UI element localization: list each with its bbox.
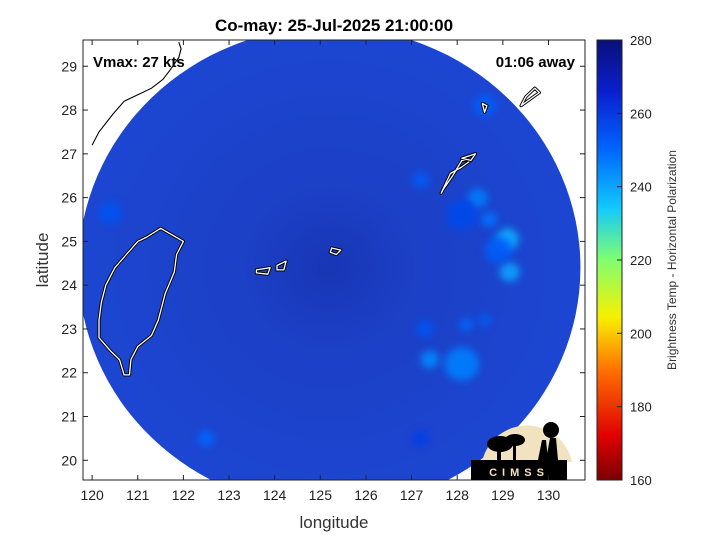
x-tick-label: 121 <box>126 487 150 503</box>
convection-cell <box>445 199 478 231</box>
x-tick-label: 130 <box>537 487 561 503</box>
x-tick-label: 129 <box>491 487 515 503</box>
chart-title: Co-may: 25-Jul-2025 21:00:00 <box>215 16 453 35</box>
convection-cell <box>444 347 480 381</box>
colorbar-tick-label: 160 <box>630 473 652 488</box>
island-coastline <box>481 102 488 113</box>
island-coastline <box>276 260 287 271</box>
convection-cell <box>412 430 429 447</box>
x-tick-label: 125 <box>309 487 333 503</box>
vmax-label: Vmax: 27 kts <box>93 54 185 71</box>
colorbar-tick-label: 180 <box>630 400 652 415</box>
coastlines <box>91 42 541 377</box>
colorbar-tick-label: 200 <box>630 326 652 341</box>
convection-cell <box>478 314 491 327</box>
cimss-logo-text: CIMSS <box>489 467 549 479</box>
y-tick-label: 26 <box>61 190 77 206</box>
convection-cell <box>480 211 498 228</box>
colorbar: 160 180 200 220 240 260 280 Brightness Temp - … <box>596 33 679 488</box>
cimss-logo: CIMSS <box>471 422 572 480</box>
colorbar-label: Brightness Temp - Horizontal Polarizatio… <box>665 150 679 370</box>
x-tick-label: 122 <box>172 487 196 503</box>
convection-cell <box>459 318 474 332</box>
y-tick-label: 22 <box>61 365 77 381</box>
y-tick-label: 21 <box>61 409 77 425</box>
x-tick-label: 126 <box>354 487 378 503</box>
x-tick-label: 123 <box>217 487 241 503</box>
time-away-label: 01:06 away <box>496 54 576 71</box>
x-tick-label: 127 <box>400 487 424 503</box>
island-coastline <box>329 247 342 256</box>
island-coastline <box>255 267 271 275</box>
convection-cell <box>467 188 488 209</box>
x-tick-label: 124 <box>263 487 287 503</box>
x-axis-label: longitude <box>299 513 368 532</box>
y-axis-ticks: 20 21 22 23 24 25 26 27 28 29 <box>61 58 585 468</box>
x-axis-ticks: 120 121 122 123 124 125 126 127 128 129 130 <box>80 40 560 503</box>
colorbar-tick-label: 220 <box>630 253 652 268</box>
colorbar-ticks: 160 180 200 220 240 260 280 <box>617 33 652 488</box>
convection-cell <box>98 201 122 224</box>
convection-cell <box>499 262 520 282</box>
colorbar-tick-label: 240 <box>630 180 652 195</box>
y-tick-label: 28 <box>61 102 77 118</box>
y-tick-label: 23 <box>61 321 77 337</box>
island-coastline <box>520 87 541 107</box>
y-tick-label: 29 <box>61 58 77 74</box>
x-tick-label: 128 <box>446 487 470 503</box>
colorbar-tick-label: 260 <box>630 106 652 121</box>
y-tick-label: 27 <box>61 146 77 162</box>
x-tick-label: 120 <box>80 487 104 503</box>
convection-cell <box>484 237 512 264</box>
convection-cell <box>198 430 215 447</box>
taiwan-coastline <box>98 227 185 376</box>
convection-cell <box>412 172 429 188</box>
plot-frame <box>82 39 586 481</box>
y-tick-label: 24 <box>61 277 77 293</box>
convection-features <box>98 94 520 447</box>
y-axis-label: latitude <box>33 233 52 288</box>
convection-cell <box>420 350 439 369</box>
y-tick-label: 25 <box>61 233 77 249</box>
colorbar-tick-label: 280 <box>630 33 652 48</box>
island-coastline <box>461 153 477 162</box>
convection-cell <box>416 320 435 338</box>
y-tick-label: 20 <box>61 452 77 468</box>
china-coastline <box>91 42 182 146</box>
